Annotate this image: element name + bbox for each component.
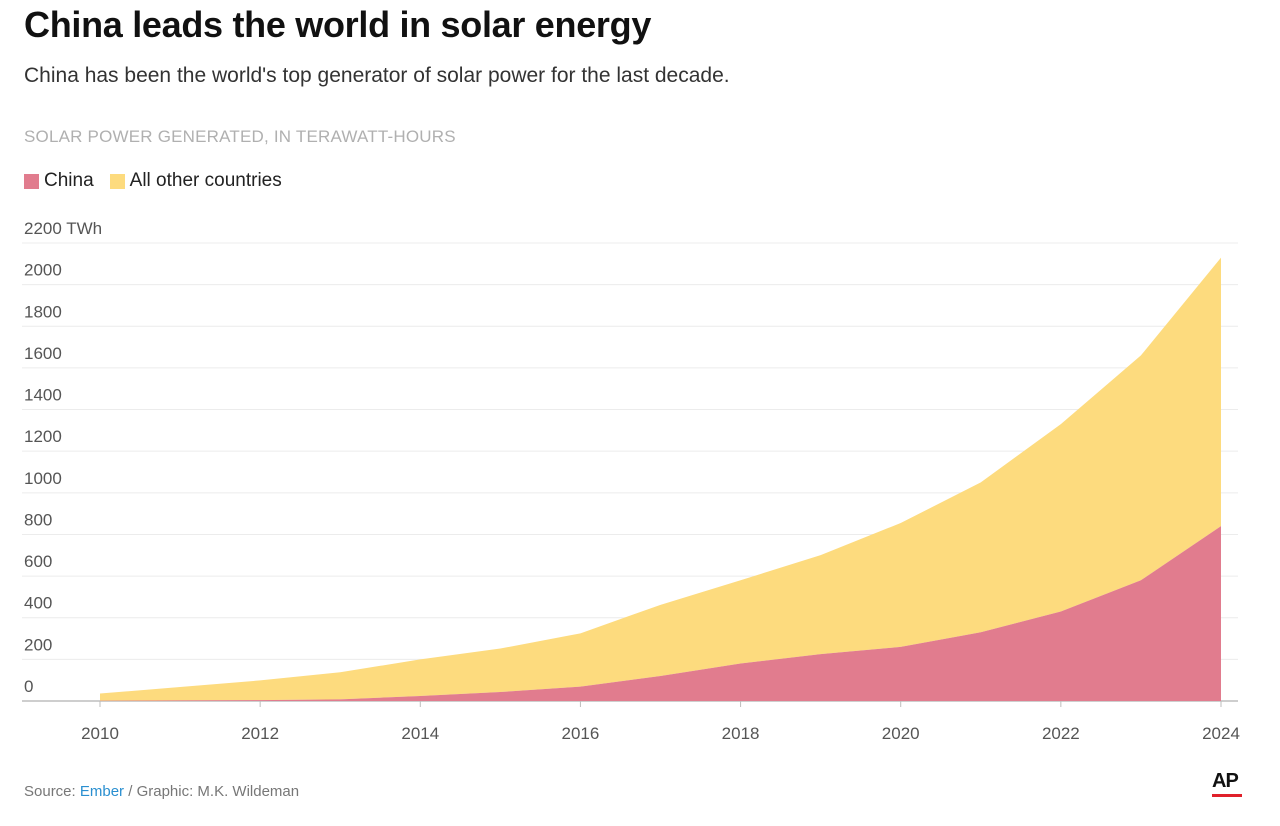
- ap-logo-bar: [1212, 794, 1242, 797]
- unit-label: SOLAR POWER GENERATED, IN TERAWATT-HOURS: [24, 127, 456, 146]
- y-tick-label-800: 800: [24, 510, 52, 529]
- x-tick-label-2012: 2012: [241, 724, 279, 743]
- y-tick-label-1000: 1000: [24, 469, 62, 488]
- y-tick-label-2200: 2200 TWh: [24, 219, 102, 238]
- y-tick-label-1200: 1200: [24, 427, 62, 446]
- source-link[interactable]: Ember: [79, 783, 125, 800]
- source-note: Source: Ember / Graphic: M.K. Wildeman: [24, 783, 299, 800]
- legend-item-others: All other countries: [109, 170, 282, 192]
- x-tick-label-2020: 2020: [882, 724, 920, 743]
- x-tick-label-2016: 2016: [562, 724, 600, 743]
- legend-swatch-china: [24, 173, 39, 189]
- legend-label-others: All other countries: [129, 170, 282, 191]
- ap-logo: AP: [1212, 770, 1246, 797]
- y-tick-label-2000: 2000: [24, 261, 62, 280]
- area-chart: 0 200 400 600 800 1000 1200 1400 1600 1800 2000 220…: [22, 219, 1240, 743]
- y-tick-label-1400: 1400: [24, 386, 62, 405]
- series-area-china: [100, 526, 1221, 701]
- x-tick-label-2010: 2010: [81, 724, 119, 743]
- ap-logo-text: AP: [1212, 770, 1239, 792]
- y-tick-label-1800: 1800: [24, 302, 62, 321]
- source-suffix: / Graphic: M.K. Wildeman: [124, 783, 300, 800]
- y-tick-label-600: 600: [24, 552, 52, 571]
- x-tick-label-2022: 2022: [1042, 724, 1080, 743]
- legend-item-china: China: [24, 170, 94, 192]
- y-tick-label-1600: 1600: [24, 344, 62, 363]
- chart-subtitle: China has been the world's top generator…: [24, 64, 730, 87]
- y-tick-label-0: 0: [24, 677, 33, 696]
- legend-swatch-others: [109, 173, 125, 189]
- x-tick-label-2024: 2024: [1202, 724, 1240, 743]
- y-tick-label-200: 200: [24, 635, 52, 654]
- source-prefix: Source:: [24, 783, 80, 800]
- legend-label-china: China: [44, 170, 94, 191]
- x-tick-label-2018: 2018: [722, 724, 760, 743]
- chart-title: China leads the world in solar energy: [24, 4, 652, 45]
- series-area-all-other-countries: [100, 257, 1221, 701]
- y-tick-label-400: 400: [24, 594, 52, 613]
- legend: China All other countries: [24, 170, 298, 192]
- x-tick-label-2014: 2014: [401, 724, 439, 743]
